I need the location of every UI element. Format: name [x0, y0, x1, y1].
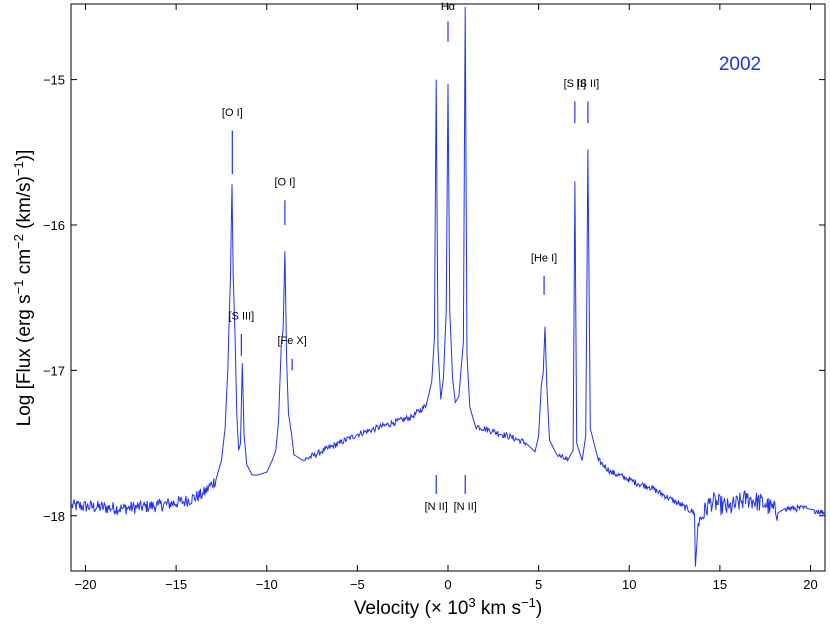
- axis-ticks: −20 −15 −10 −5 0 5 10 15 20 −15 −16 −17 −18: [43, 4, 825, 592]
- spectrum-line: [70, 6, 826, 567]
- x-tick-label: 20: [803, 577, 817, 592]
- x-tick-label: 5: [535, 577, 542, 592]
- x-tick-label: −15: [165, 577, 187, 592]
- line-id-label: Hα: [441, 1, 456, 13]
- x-tick-label: 10: [622, 577, 636, 592]
- x-tick-label: −10: [256, 577, 278, 592]
- year-label: 2002: [719, 54, 761, 75]
- y-tick-label: −16: [43, 218, 65, 233]
- line-id-label: [O I]: [274, 177, 295, 189]
- line-id-label: [N II]: [454, 501, 477, 513]
- line-id-label: [S II]: [577, 78, 600, 90]
- line-id-label: [O I]: [222, 107, 243, 119]
- y-tick-label: −15: [43, 73, 65, 88]
- series-layer: [70, 6, 826, 567]
- y-tick-label: −17: [43, 363, 65, 378]
- line-id-label: [S II]: [564, 78, 587, 90]
- x-tick-label: −20: [74, 577, 96, 592]
- line-id-label: [Fe X]: [277, 335, 306, 347]
- x-tick-label: −5: [350, 577, 365, 592]
- y-tick-label: −18: [43, 509, 65, 524]
- line-id-label: [He I]: [531, 252, 557, 264]
- line-annotations: [O I] [S III] [O I] [Fe X] Hα [N II] [N II] [He…: [222, 1, 599, 513]
- line-id-label: [S III]: [229, 310, 255, 322]
- line-id-label: [N II]: [425, 501, 448, 513]
- x-tick-label: 0: [444, 577, 451, 592]
- x-tick-label: 15: [713, 577, 727, 592]
- y-axis-label: Log [Flux (erg s−1 cm−2 (km/s)−1)]: [11, 150, 36, 427]
- x-axis-label: Velocity (× 103 km s−1): [354, 595, 542, 620]
